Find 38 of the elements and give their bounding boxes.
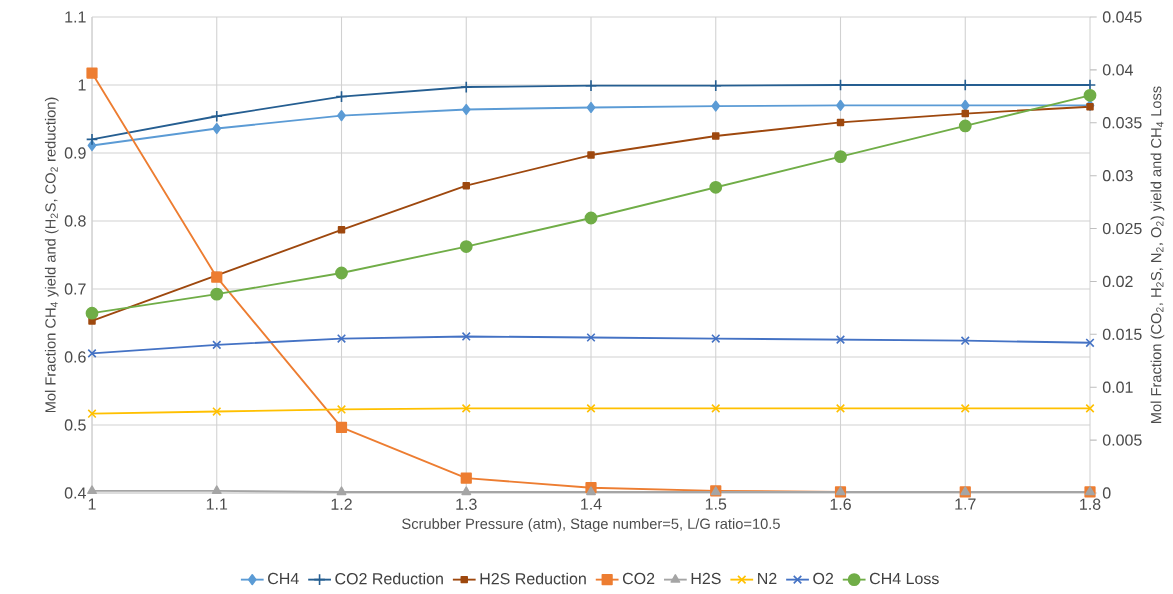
- y-tick-label: 0.6: [64, 351, 86, 363]
- text: Mol Fraction (CO$_{2}$, H$_{2}$S, N$_{2}$, O$_{2}$) yield and CH$_{4}$ Loss: [1150, 86, 1165, 423]
- y-tick-label: 0.5: [64, 419, 86, 431]
- y2-tick-label: 0.035: [1102, 117, 1142, 129]
- y2-tick-label: 0.025: [1102, 222, 1142, 235]
- legend-label: CO2 Reduction: [335, 572, 443, 585]
- y2-tick-label: 0: [1102, 487, 1111, 499]
- x-tick-label: 1.3: [456, 498, 477, 510]
- x-tick-label: 1.2: [331, 498, 352, 510]
- y2-tick-label: 0.02: [1102, 275, 1133, 288]
- x-tick-label: 1.6: [830, 498, 851, 510]
- y-axis-title: Mol Fraction CH$_{4}$ yield and (H$_{2}$S, CO$_{2}$ reduction): [44, 97, 59, 413]
- x-tick-label: 1: [88, 498, 96, 510]
- y2-tick-label: 0.04: [1102, 64, 1133, 76]
- legend-label: CH4: [268, 572, 299, 585]
- x-axis-title: Scrubber Pressure (atm), Stage number=5, L/G ratio=10.5: [402, 518, 780, 532]
- y2-tick-label: 0.03: [1102, 170, 1133, 182]
- x-tick-label: 1.5: [705, 498, 727, 510]
- x-tick-label: 1.8: [1080, 498, 1101, 510]
- legend-label: N2: [758, 572, 777, 585]
- y-tick-label: 1: [78, 79, 86, 91]
- y-tick-label: 1.1: [65, 11, 86, 23]
- x-tick-label: 1.1: [206, 498, 228, 510]
- legend-label: H2S: [691, 572, 721, 585]
- y2-tick-label: 0.015: [1102, 328, 1142, 340]
- y2-tick-label: 0.045: [1102, 11, 1142, 23]
- y2-tick-label: 0.01: [1102, 381, 1133, 393]
- y-tick-label: 0.8: [64, 215, 86, 227]
- x-tick-label: 1.4: [581, 498, 602, 510]
- legend-label: CH4 Loss: [869, 572, 939, 585]
- y-tick-label: 0.4: [64, 487, 86, 499]
- legend-label: H2S Reduction: [480, 572, 586, 585]
- legend-label: O2: [813, 572, 834, 585]
- y-tick-label: 0.7: [64, 283, 86, 295]
- legend-label: CO2: [622, 572, 655, 585]
- y-tick-label: 0.9: [64, 147, 86, 159]
- x-tick-label: 1.7: [955, 498, 976, 510]
- y2-tick-label: 0.005: [1102, 434, 1142, 446]
